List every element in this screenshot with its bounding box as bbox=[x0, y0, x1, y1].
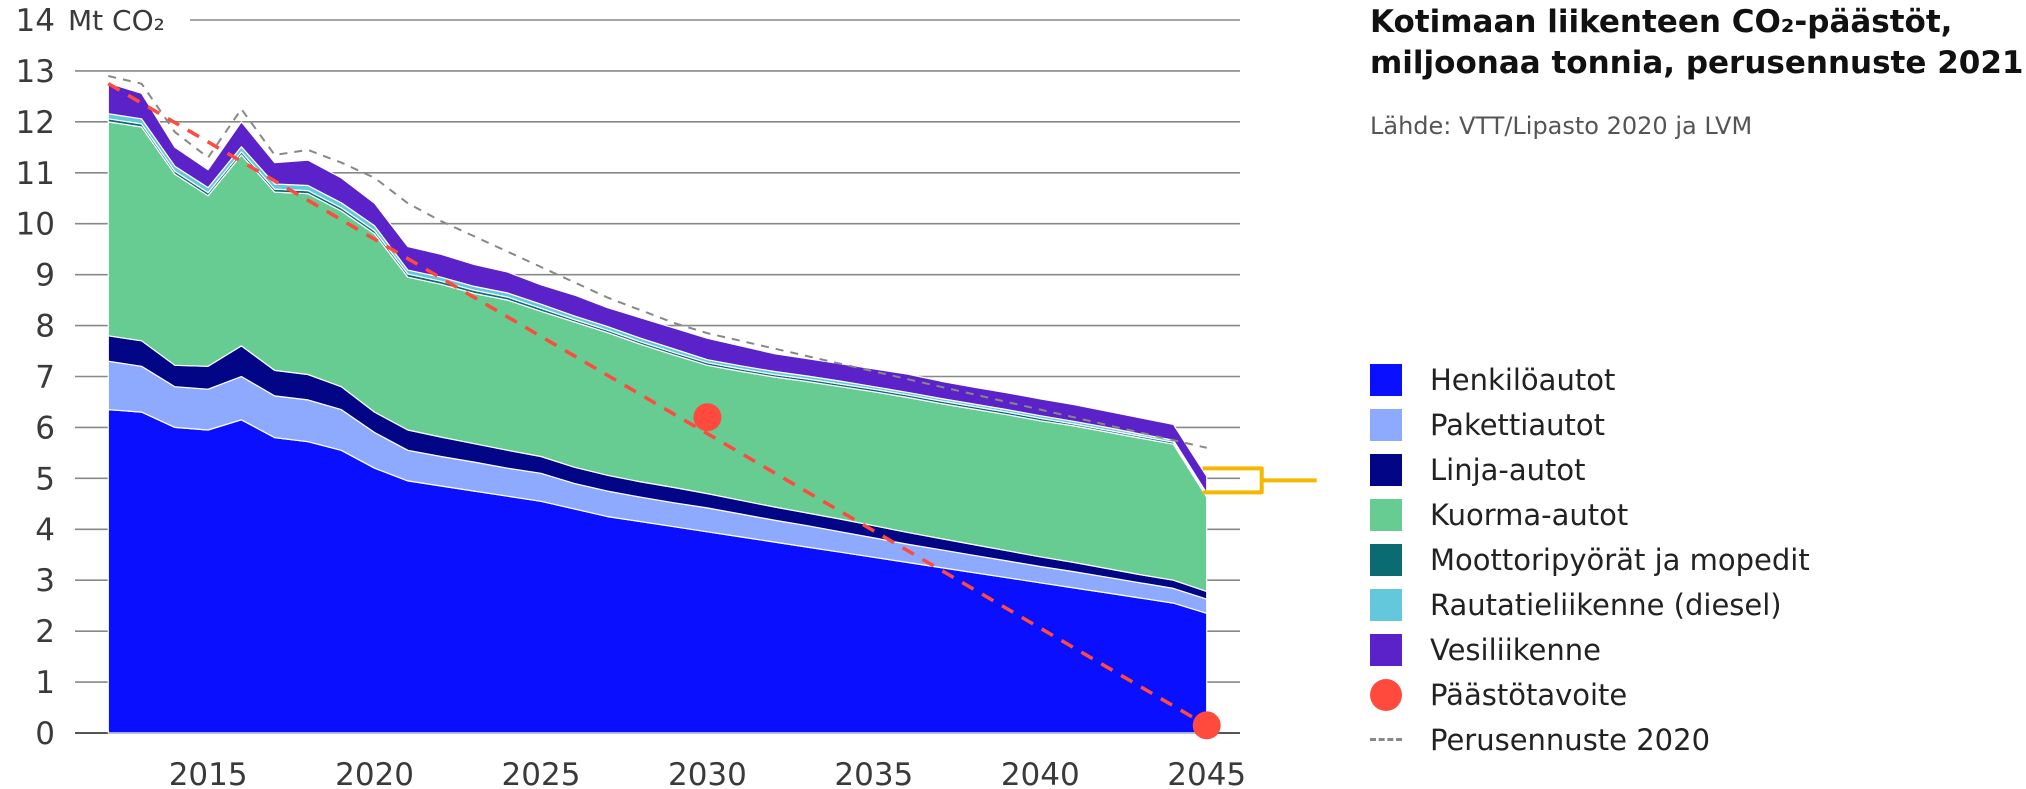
x-tick-label: 2040 bbox=[1001, 757, 1080, 789]
target-point bbox=[693, 403, 722, 432]
legend-item: Perusennuste 2020 bbox=[1370, 717, 1810, 762]
chart-overlays bbox=[107, 75, 1317, 740]
y-tick-label: 2 bbox=[35, 614, 55, 650]
y-tick-label: 6 bbox=[35, 410, 55, 446]
legend-item: Päästötavoite bbox=[1370, 672, 1810, 717]
x-tick-label: 2035 bbox=[834, 757, 913, 789]
legend-swatch bbox=[1370, 498, 1402, 531]
y-tick-label: 9 bbox=[35, 258, 55, 294]
legend-swatch bbox=[1370, 363, 1402, 396]
target-line bbox=[107, 82, 1208, 727]
x-tick-label: 2015 bbox=[169, 757, 248, 789]
legend-swatch bbox=[1370, 633, 1402, 666]
y-tick-label: 11 bbox=[16, 156, 55, 192]
y-unit-label: Mt CO₂ bbox=[68, 4, 165, 37]
x-tick-label: 2020 bbox=[335, 757, 414, 789]
legend-item: Pakettiautot bbox=[1370, 402, 1810, 447]
chart-title-line1: Kotimaan liikenteen CO₂-päästöt, bbox=[1370, 4, 1953, 40]
legend-swatch bbox=[1370, 738, 1402, 741]
y-tick-label: 3 bbox=[35, 563, 55, 599]
legend-label: Rautatieliikenne (diesel) bbox=[1430, 587, 1782, 622]
legend-swatch bbox=[1370, 588, 1402, 621]
y-tick-label: 5 bbox=[35, 461, 55, 497]
legend-item: Kuorma-autot bbox=[1370, 492, 1810, 537]
y-tick-label: 12 bbox=[16, 105, 55, 141]
x-tick-label: 2030 bbox=[668, 757, 747, 789]
chart-title: Kotimaan liikenteen CO₂-päästöt, miljoon… bbox=[1370, 2, 2024, 84]
y-tick-label: 13 bbox=[16, 54, 55, 90]
target-point bbox=[1192, 711, 1221, 740]
legend-item: Henkilöautot bbox=[1370, 357, 1810, 402]
legend-swatch bbox=[1370, 678, 1402, 711]
y-tick-label: 1 bbox=[35, 665, 55, 701]
legend-swatch bbox=[1370, 408, 1402, 441]
x-tick-label: 2045 bbox=[1167, 757, 1246, 789]
x-axis-ticks: 2015 2020 2025 2030 2035 2040 2045 bbox=[169, 757, 1246, 789]
legend-label: Vesiliikenne bbox=[1430, 632, 1601, 667]
legend-label: Päästötavoite bbox=[1430, 677, 1628, 712]
legend-label: Henkilöautot bbox=[1430, 362, 1616, 397]
legend-item: Linja-autot bbox=[1370, 447, 1810, 492]
y-tick-label: 0 bbox=[35, 716, 55, 752]
highlight-bracket bbox=[1202, 466, 1264, 495]
y-tick-label: 14 bbox=[16, 3, 55, 39]
stacked-areas bbox=[107, 82, 1208, 734]
y-tick-label: 10 bbox=[16, 207, 55, 243]
legend-label: Pakettiautot bbox=[1430, 407, 1605, 442]
chart-title-line2: miljoonaa tonnia, perusennuste 2021 bbox=[1370, 45, 2024, 81]
x-tick-label: 2025 bbox=[502, 757, 581, 789]
legend-item: Vesiliikenne bbox=[1370, 627, 1810, 672]
legend-label: Moottoripyörät ja mopedit bbox=[1430, 542, 1810, 577]
y-tick-label: 4 bbox=[35, 512, 55, 548]
y-tick-label: 8 bbox=[35, 309, 55, 345]
legend-swatch bbox=[1370, 543, 1402, 576]
chart-source: Lähde: VTT/Lipasto 2020 ja LVM bbox=[1370, 112, 1753, 140]
legend-item: Rautatieliikenne (diesel) bbox=[1370, 582, 1810, 627]
legend-label: Perusennuste 2020 bbox=[1430, 722, 1711, 757]
legend-label: Linja-autot bbox=[1430, 452, 1586, 487]
chart-legend: Henkilöautot Pakettiautot Linja-autot Kuorm… bbox=[1370, 357, 1810, 762]
y-tick-label: 7 bbox=[35, 360, 55, 396]
legend-label: Kuorma-autot bbox=[1430, 497, 1629, 532]
legend-item: Moottoripyörät ja mopedit bbox=[1370, 537, 1810, 582]
legend-swatch bbox=[1370, 453, 1402, 486]
